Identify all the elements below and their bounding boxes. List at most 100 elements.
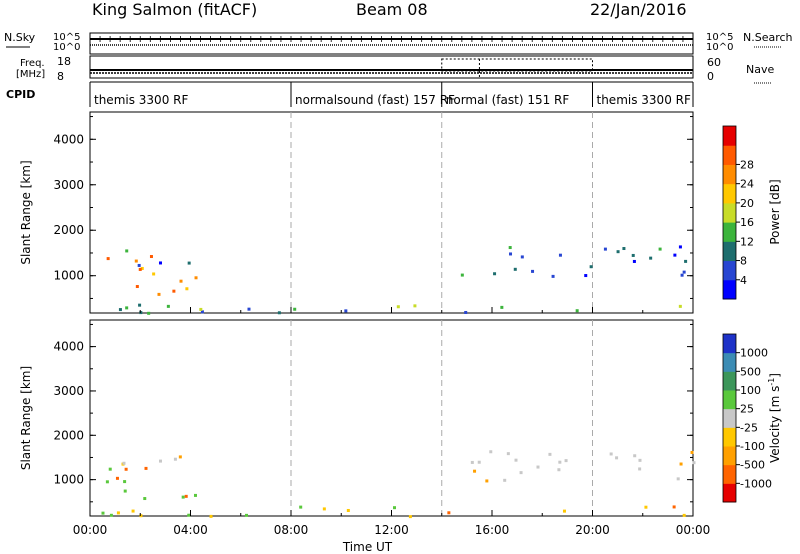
colorbar-frame: [722, 333, 737, 503]
echo-cell: [185, 287, 189, 291]
freq-tick-bottom: 8: [57, 70, 64, 83]
echo-cell: [558, 253, 562, 257]
echo-cell: [158, 261, 162, 265]
xtick-label: 12:00: [374, 523, 409, 537]
echo-cell: [139, 514, 143, 518]
echo-cell: [172, 289, 176, 293]
echo-cell: [159, 459, 163, 463]
noise-tick-left-bottom: 10^0: [53, 42, 80, 53]
echo-cell: [464, 310, 468, 314]
echo-cell: [603, 247, 607, 251]
echo-cell: [615, 456, 619, 460]
colorbar-tick-label: 100: [740, 384, 761, 397]
echo-cell: [209, 514, 213, 518]
echo-cell: [187, 261, 191, 265]
echo-cell: [135, 285, 139, 289]
freq-tick-top: 18: [57, 55, 71, 68]
colorbar-tick-label: 25: [740, 403, 754, 416]
echo-cell: [692, 461, 696, 465]
echo-cell: [157, 292, 161, 296]
echo-cell: [679, 462, 683, 466]
echo-cell: [658, 247, 662, 251]
echo-cell: [123, 489, 127, 493]
station-title: King Salmon (fitACF): [92, 0, 258, 19]
echo-cell: [508, 246, 512, 250]
colorbar-tick-label: 8: [740, 255, 747, 268]
echo-cell: [548, 452, 552, 456]
echo-cell: [199, 307, 203, 311]
echo-cell: [633, 454, 637, 458]
echo-cell: [245, 513, 249, 517]
colorbar-segment: [723, 126, 736, 146]
echo-cell: [115, 476, 119, 480]
echo-cell: [682, 270, 686, 274]
echo-cell: [473, 469, 477, 473]
cpid-segment-label: normal (fast) 151 RF: [446, 93, 570, 107]
echo-cell: [682, 513, 686, 517]
echo-cell: [616, 250, 620, 254]
echo-cell: [514, 458, 518, 462]
colorbar-segment: [723, 352, 736, 372]
echo-cell: [575, 309, 579, 313]
xtick-label: 16:00: [475, 523, 510, 537]
panel-frame: [89, 319, 694, 517]
echo-cell: [562, 509, 566, 513]
colorbar-tick-label: 20: [740, 197, 754, 210]
echo-cell: [247, 307, 251, 311]
colorbar-label-velocity: Velocity [m s-1]: [767, 373, 782, 463]
freq-label: Freq.: [20, 58, 45, 69]
echo-cell: [520, 255, 524, 259]
colorbar-tick-label: 28: [740, 158, 754, 171]
echo-cell: [470, 460, 474, 464]
xtick-label: 00:00: [676, 523, 711, 537]
colorbar-tick-label: -25: [740, 421, 758, 434]
ytick-label: 3000: [53, 384, 84, 398]
echo-cell: [178, 455, 182, 459]
colorbar-tick-label: -500: [740, 459, 765, 472]
echo-cell: [519, 471, 523, 475]
echo-cell: [139, 311, 143, 315]
ylabel: Slant Range [km]: [19, 160, 33, 264]
echo-cell: [393, 506, 397, 510]
cpid-segment-label: normalsound (fast) 157 RF: [295, 93, 455, 107]
echo-cell: [447, 511, 451, 515]
echo-cell: [690, 450, 694, 454]
echo-cell: [166, 304, 170, 308]
echo-cell: [106, 257, 110, 261]
echo-cell: [489, 450, 493, 454]
velocity-label-main: Velocity [m s: [768, 386, 782, 463]
velocity-label-close: ]: [768, 373, 782, 378]
echo-cell: [396, 305, 400, 309]
echo-cell: [564, 459, 568, 463]
ytick-label: 4000: [53, 132, 84, 146]
colorbar-tick-label: -1000: [740, 477, 772, 490]
echo-cell: [140, 266, 144, 270]
colorbar-segment: [723, 408, 736, 428]
echo-cell: [536, 465, 540, 469]
echo-cell: [638, 458, 642, 462]
echo-cell: [109, 513, 113, 517]
xtick-label: 08:00: [274, 523, 309, 537]
echo-cell: [558, 460, 562, 464]
noise-tick-right-bottom: 10^0: [706, 42, 733, 53]
echo-cell: [557, 468, 561, 472]
ytick-label: 2000: [53, 223, 84, 237]
colorbar-segment: [723, 202, 736, 223]
echo-cell: [181, 495, 185, 499]
echo-cell: [143, 497, 147, 501]
echo-cell: [408, 515, 412, 519]
echo-cell: [672, 505, 676, 509]
echo-cell: [105, 480, 109, 484]
echo-cell: [173, 457, 177, 461]
echo-cell: [485, 479, 489, 483]
echo-cell: [134, 259, 138, 263]
colorbar-label-power: Power [dB]: [768, 179, 782, 244]
beam-title: Beam 08: [356, 0, 428, 19]
cpid-segment-label: themis 3300 RF: [597, 93, 691, 107]
echo-cell: [531, 269, 535, 273]
echo-cell: [344, 309, 348, 313]
nsearch-label: N.Search: [743, 31, 793, 44]
colorbar-segment: [723, 145, 736, 165]
echo-cell: [644, 505, 648, 509]
echo-cell: [179, 279, 183, 283]
